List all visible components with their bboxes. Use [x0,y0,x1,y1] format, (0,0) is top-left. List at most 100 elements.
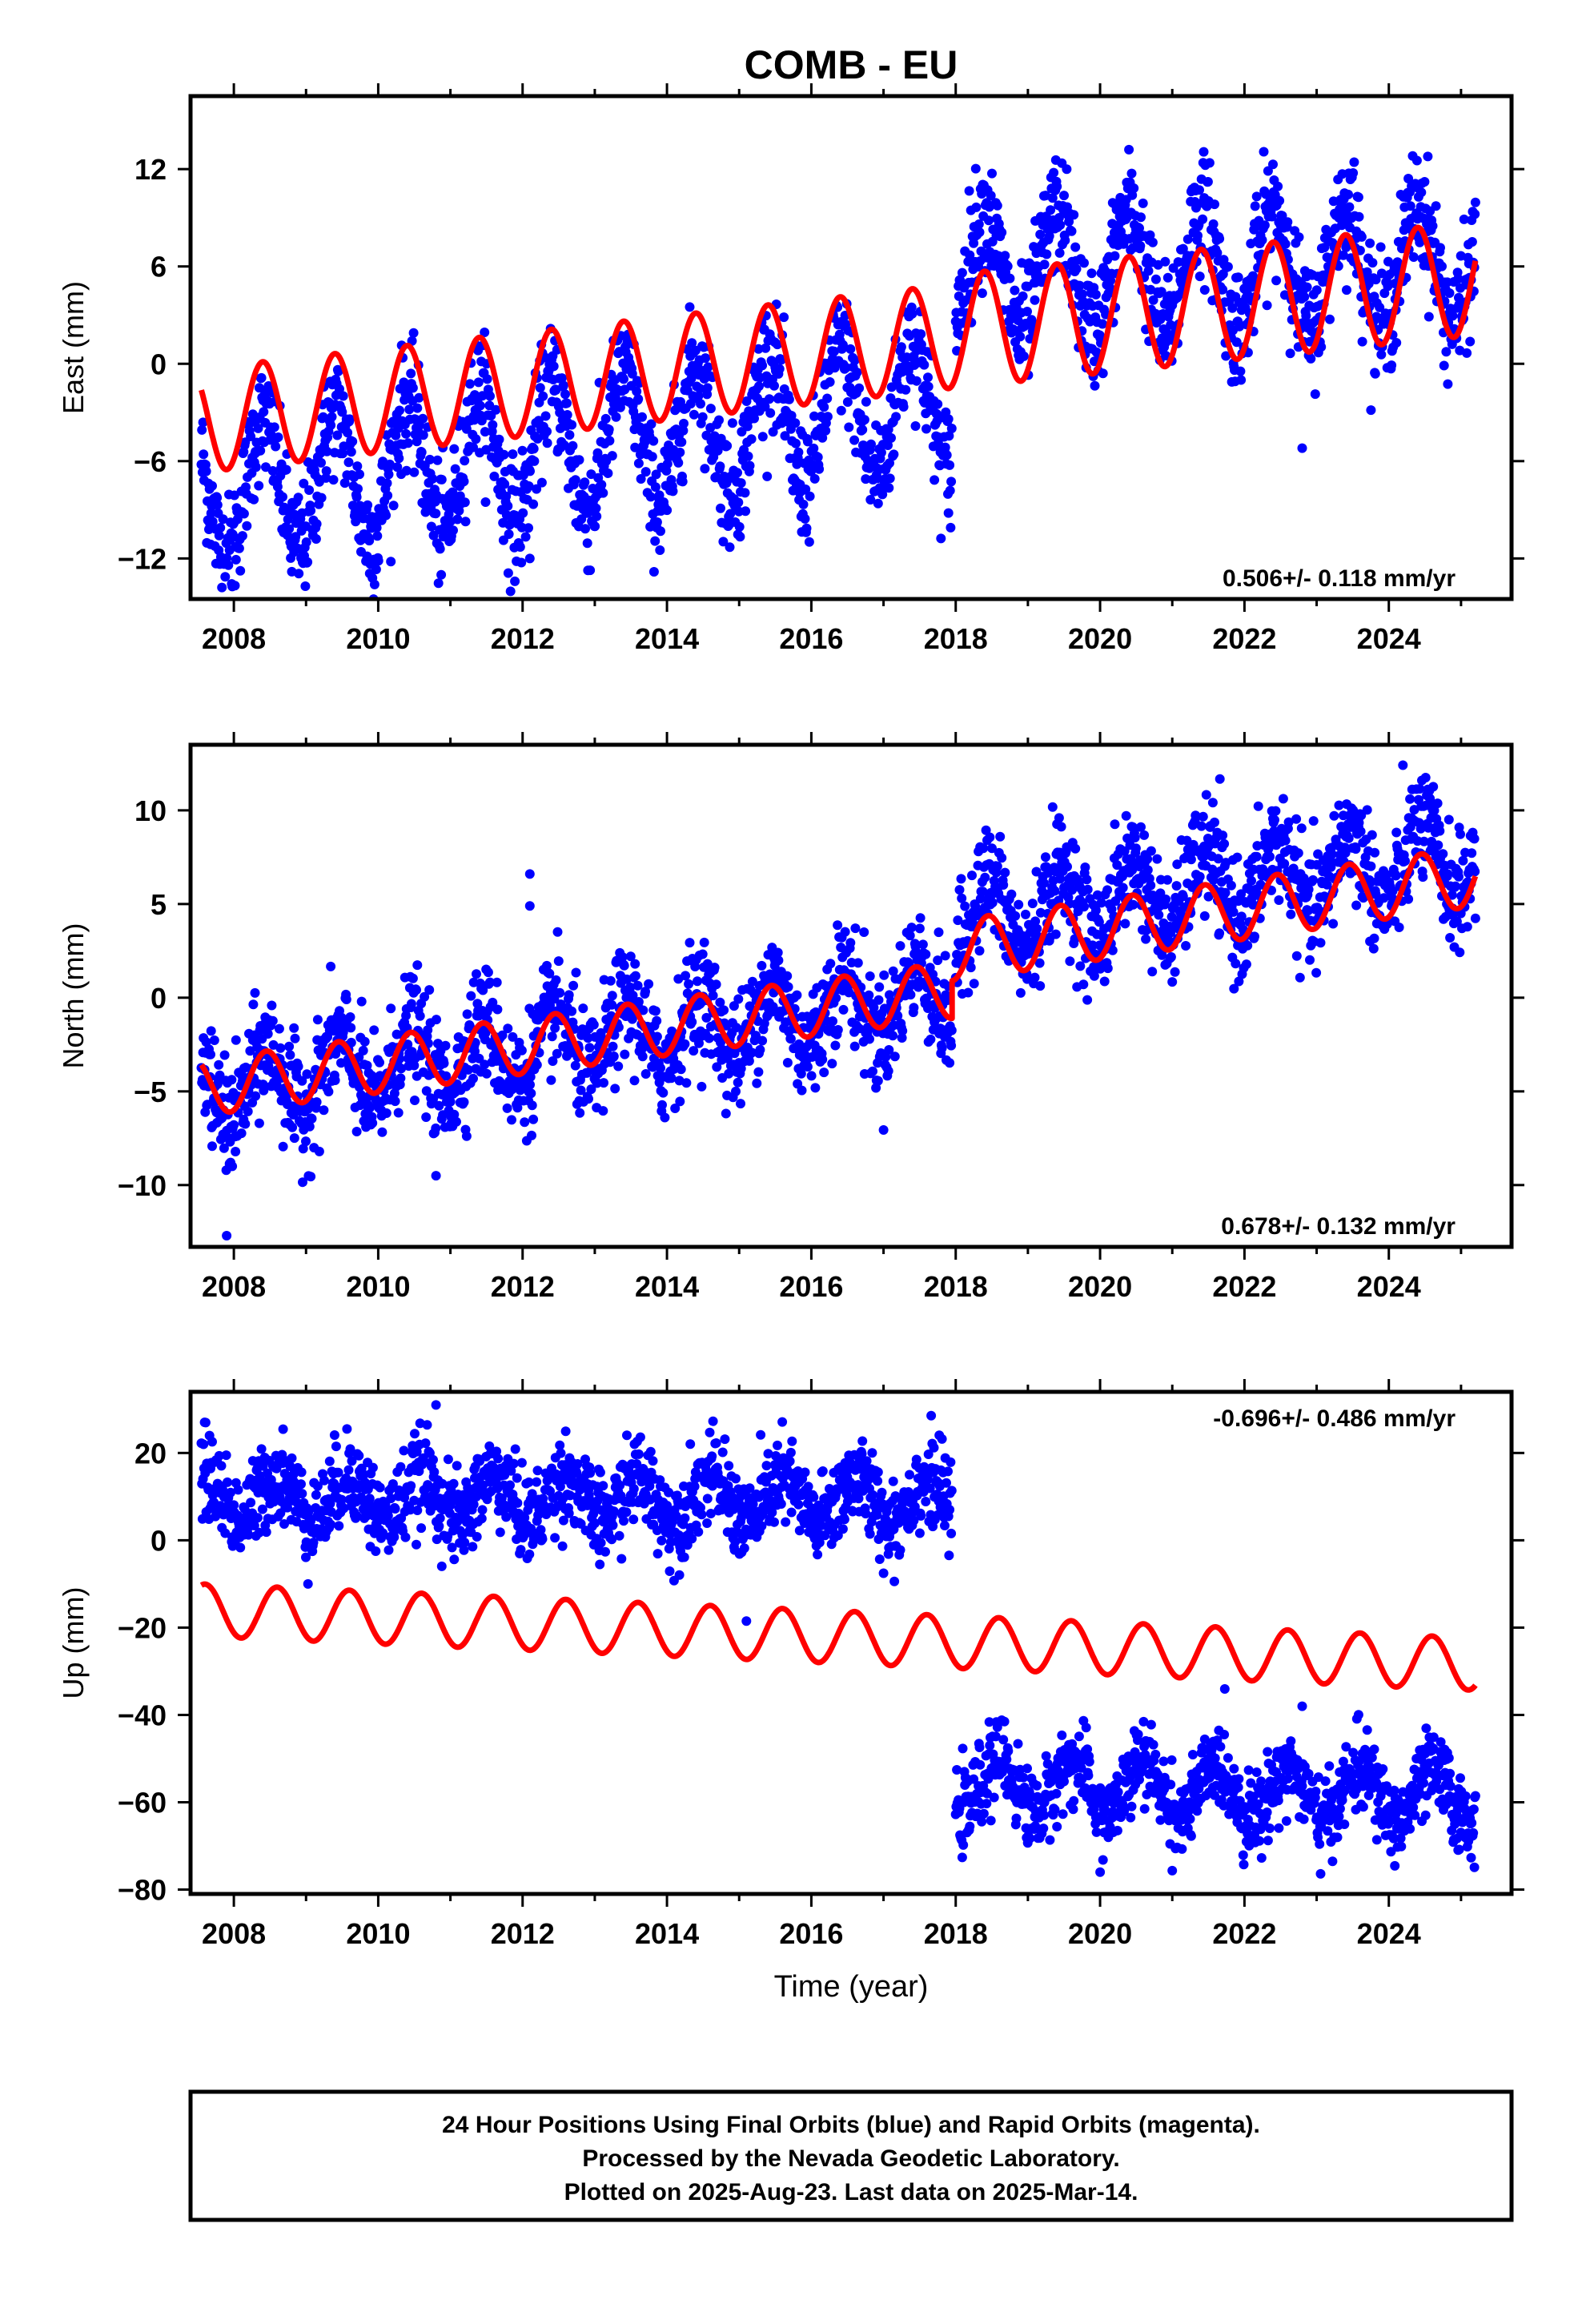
east-observation-point [693,391,704,401]
east-observation-point [753,344,764,354]
north-observation-point [701,1012,712,1023]
north-observation-point [1082,995,1093,1005]
east-observation-point [727,418,737,428]
north-observation-point [267,1000,277,1011]
north-observation-point [520,1117,530,1128]
north-observation-point [719,1005,729,1015]
north-observation-point [1327,849,1337,859]
north-observation-point [998,880,1009,890]
east-observation-point [1261,189,1271,199]
north-observation-point [906,923,917,933]
east-observation-point [654,490,665,501]
east-observation-point [943,414,954,424]
north-x-tick-label: 2012 [491,1270,555,1303]
north-observation-point [1188,839,1199,850]
east-x-tick-label: 2016 [779,622,843,655]
north-observation-point [617,952,628,962]
east-observation-point [416,447,427,457]
east-observation-point [212,500,223,510]
east-observation-point [970,163,981,174]
north-observation-point [684,979,694,989]
east-observation-point [452,514,463,525]
north-x-tick-label: 2018 [924,1270,988,1303]
north-observation-point [525,1072,536,1082]
east-observation-point [480,328,490,337]
east-observation-point [1090,380,1100,391]
north-observation-point [289,1023,299,1033]
up-observation-point [249,1521,259,1530]
east-x-tick-label: 2020 [1068,622,1132,655]
north-observation-point [231,1035,241,1045]
east-observation-point [540,411,551,421]
east-observation-point [300,581,311,591]
east-observation-point [600,413,611,424]
north-observation-point [629,1076,640,1086]
east-observation-point [677,476,688,487]
east-observation-point [1353,192,1363,203]
north-observation-point [1405,794,1415,804]
east-outlier-point [943,508,954,518]
east-observation-point [992,200,1002,211]
east-observation-point [1148,295,1158,305]
north-observation-point [1311,967,1322,978]
east-observation-point [604,436,615,446]
north-observation-point [1367,830,1377,840]
north-observation-point [768,1002,778,1012]
north-observation-point [1280,835,1291,846]
east-observation-point [1250,201,1260,211]
north-observation-point [1050,886,1060,896]
north-observation-point [219,1143,229,1153]
east-observation-point [647,452,657,462]
east-observation-point [371,565,381,574]
east-observation-point [1030,295,1040,305]
east-observation-point [1098,368,1108,379]
north-observation-point [1082,875,1092,885]
north-observation-point [747,976,757,987]
east-observation-point [215,523,226,533]
east-observation-point [1074,280,1085,291]
east-x-tick-label: 2018 [924,622,988,655]
north-observation-point [937,1043,947,1053]
north-observation-point [1334,800,1344,810]
north-observation-point [724,1068,734,1079]
east-observation-point [603,468,613,478]
east-observation-point [271,441,281,452]
east-observation-point [885,458,894,468]
up-observation-point [235,1542,246,1553]
north-observation-point [1218,830,1228,841]
east-observation-point [1145,230,1155,240]
east-observation-point [327,412,337,422]
east-observation-point [254,480,264,491]
north-observation-point [969,979,979,989]
east-observation-point [580,524,590,534]
north-observation-point [275,1043,286,1053]
north-observation-point [733,994,744,1004]
east-observation-point [936,533,946,544]
north-observation-point [341,995,351,1004]
north-observation-point [830,1040,841,1051]
east-observation-point [746,434,757,444]
east-observation-point [765,408,776,418]
east-observation-point [687,338,697,348]
up-observation-point [254,1527,264,1538]
north-observation-point [838,1004,849,1015]
north-observation-point [1322,879,1332,890]
north-observation-point [747,1047,757,1058]
north-observation-point [412,985,421,995]
north-observation-point [570,1060,580,1071]
north-observation-point [1470,913,1480,923]
east-observation-point [632,386,642,396]
east-observation-point [689,409,699,420]
east-observation-point [235,565,246,576]
north-observation-point [1455,947,1465,958]
east-x-tick-label: 2010 [346,622,410,655]
north-observation-point [259,1085,269,1096]
north-observation-point [796,1068,806,1079]
north-observation-point [289,1133,299,1144]
north-observation-point [782,1058,793,1068]
east-observation-point [414,392,424,403]
east-observation-point [580,477,590,488]
north-observation-point [878,1125,889,1135]
east-observation-point [1059,191,1069,201]
north-observation-point [1279,858,1290,869]
